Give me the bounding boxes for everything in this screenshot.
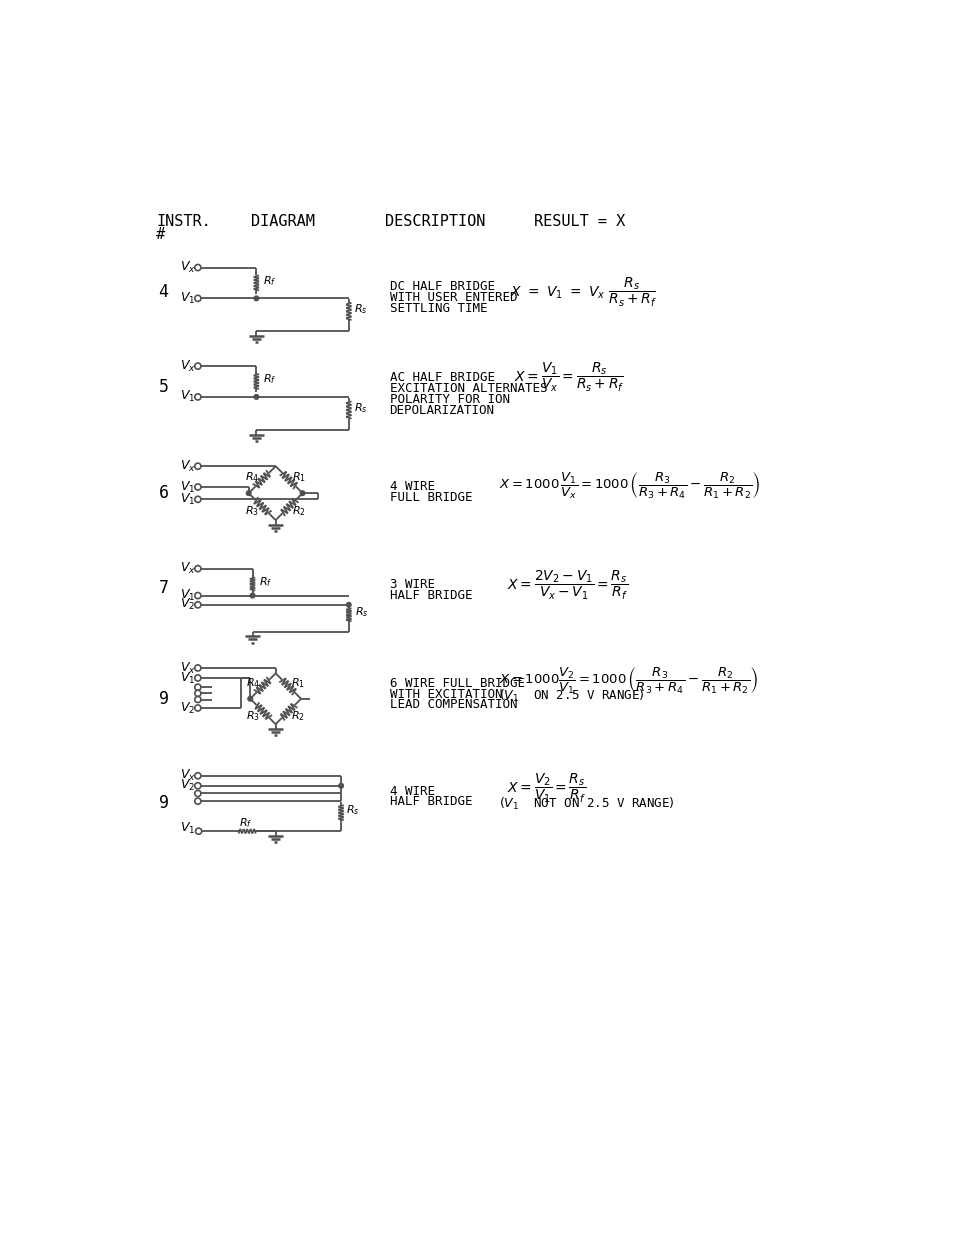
Text: $R_1$: $R_1$ xyxy=(291,676,305,690)
Text: $R_f$: $R_f$ xyxy=(262,372,275,387)
Circle shape xyxy=(346,603,351,608)
Text: #: # xyxy=(156,227,165,242)
Text: DC HALF BRIDGE: DC HALF BRIDGE xyxy=(389,280,494,293)
Circle shape xyxy=(194,705,201,711)
Text: $R_f$: $R_f$ xyxy=(238,816,252,830)
Text: $V_1$: $V_1$ xyxy=(180,290,195,306)
Text: 6 WIRE FULL BRIDGE: 6 WIRE FULL BRIDGE xyxy=(389,677,524,690)
Text: HALF BRIDGE: HALF BRIDGE xyxy=(389,795,472,809)
Text: $R_s$: $R_s$ xyxy=(354,303,368,316)
Circle shape xyxy=(253,296,258,300)
Text: 4 WIRE: 4 WIRE xyxy=(389,480,435,494)
Text: $R_s$: $R_s$ xyxy=(354,401,368,415)
Text: WITH USER ENTERED: WITH USER ENTERED xyxy=(389,291,517,304)
Text: $(V_1$  NOT ON 2.5 V RANGE$)$: $(V_1$ NOT ON 2.5 V RANGE$)$ xyxy=(498,797,674,813)
Circle shape xyxy=(194,674,201,680)
Circle shape xyxy=(194,773,201,779)
Text: DIAGRAM: DIAGRAM xyxy=(251,214,314,228)
Text: $X = 1000\,\dfrac{V_1}{V_x} = 1000\,\left(\dfrac{R_3}{R_3+R_4} - \dfrac{R_2}{R_1: $X = 1000\,\dfrac{V_1}{V_x} = 1000\,\lef… xyxy=(498,471,760,500)
Text: $V_x$: $V_x$ xyxy=(180,358,195,374)
Text: $R_4$: $R_4$ xyxy=(246,676,260,690)
Text: $X\ =\ V_1\ =\ V_x\ \dfrac{R_s}{R_s+R_f}$: $X\ =\ V_1\ =\ V_x\ \dfrac{R_s}{R_s+R_f}… xyxy=(510,275,657,309)
Text: 4 WIRE: 4 WIRE xyxy=(389,784,435,798)
Text: $R_3$: $R_3$ xyxy=(246,709,260,722)
Text: $R_f$: $R_f$ xyxy=(262,274,275,288)
Text: $V_1$: $V_1$ xyxy=(180,492,195,506)
Text: SETTLING TIME: SETTLING TIME xyxy=(389,301,487,315)
Circle shape xyxy=(253,395,258,399)
Text: $X = \dfrac{2V_2 - V_1}{V_x - V_1} = \dfrac{R_s}{R_f}$: $X = \dfrac{2V_2 - V_1}{V_x - V_1} = \df… xyxy=(506,569,627,603)
Text: POLARITY FOR ION: POLARITY FOR ION xyxy=(389,393,509,406)
Circle shape xyxy=(194,684,201,690)
Circle shape xyxy=(194,790,201,797)
Circle shape xyxy=(194,798,201,804)
Circle shape xyxy=(194,363,201,369)
Circle shape xyxy=(194,601,201,608)
Text: $(V_1$  ON 2.5 V RANGE$)$: $(V_1$ ON 2.5 V RANGE$)$ xyxy=(498,688,644,704)
Text: 9: 9 xyxy=(158,794,169,811)
Text: $V_x$: $V_x$ xyxy=(180,458,195,474)
Text: WITH EXCITATION: WITH EXCITATION xyxy=(389,688,501,700)
Text: $R_f$: $R_f$ xyxy=(258,574,272,589)
Text: $X = \dfrac{V_1}{V_x}$: $X = \dfrac{V_1}{V_x}$ xyxy=(514,361,559,394)
Circle shape xyxy=(194,264,201,270)
Text: $V_x$: $V_x$ xyxy=(180,261,195,275)
Text: $R_2$: $R_2$ xyxy=(292,504,306,519)
Circle shape xyxy=(194,697,201,703)
Text: $R_1$: $R_1$ xyxy=(292,469,306,484)
Circle shape xyxy=(194,783,201,789)
Text: FULL BRIDGE: FULL BRIDGE xyxy=(389,492,472,504)
Text: HALF BRIDGE: HALF BRIDGE xyxy=(389,589,472,603)
Text: $R_s$: $R_s$ xyxy=(355,605,368,620)
Text: $R_3$: $R_3$ xyxy=(245,504,259,519)
Circle shape xyxy=(195,829,201,835)
Text: $R_4$: $R_4$ xyxy=(245,469,259,484)
Text: 5: 5 xyxy=(158,378,169,396)
Circle shape xyxy=(194,593,201,599)
Text: RESULT = X: RESULT = X xyxy=(533,214,624,228)
Circle shape xyxy=(194,463,201,469)
Text: AC HALF BRIDGE: AC HALF BRIDGE xyxy=(389,372,494,384)
Text: EXCITATION ALTERNATES: EXCITATION ALTERNATES xyxy=(389,382,546,395)
Text: $= \dfrac{R_s}{R_s+R_f}$: $= \dfrac{R_s}{R_s+R_f}$ xyxy=(558,361,624,394)
Text: 7: 7 xyxy=(158,579,169,597)
Text: 3 WIRE: 3 WIRE xyxy=(389,578,435,592)
Text: $X = \dfrac{V_2}{V_1} = \dfrac{R_s}{R_f}$: $X = \dfrac{V_2}{V_1} = \dfrac{R_s}{R_f}… xyxy=(506,772,585,805)
Text: $V_1$: $V_1$ xyxy=(180,820,195,836)
Text: $V_1$: $V_1$ xyxy=(180,479,195,494)
Text: 9: 9 xyxy=(158,690,169,708)
Text: $R_2$: $R_2$ xyxy=(291,709,305,722)
Text: LEAD COMPENSATION: LEAD COMPENSATION xyxy=(389,699,517,711)
Circle shape xyxy=(194,566,201,572)
Text: 6: 6 xyxy=(158,484,169,503)
Text: $V_x$: $V_x$ xyxy=(180,661,195,676)
Text: $V_1$: $V_1$ xyxy=(180,671,195,685)
Text: 4: 4 xyxy=(158,283,169,301)
Circle shape xyxy=(194,295,201,301)
Circle shape xyxy=(250,593,254,598)
Text: $V_1$: $V_1$ xyxy=(180,588,195,603)
Text: $R_s$: $R_s$ xyxy=(346,804,359,818)
Text: $V_2$: $V_2$ xyxy=(180,778,195,793)
Text: $V_1$: $V_1$ xyxy=(180,389,195,404)
Circle shape xyxy=(248,697,253,701)
Circle shape xyxy=(194,690,201,697)
Text: INSTR.: INSTR. xyxy=(156,214,211,228)
Circle shape xyxy=(300,490,305,495)
Text: DEPOLARIZATION: DEPOLARIZATION xyxy=(389,404,494,416)
Text: $V_x$: $V_x$ xyxy=(180,768,195,783)
Circle shape xyxy=(338,783,343,788)
Circle shape xyxy=(194,394,201,400)
Text: DESCRIPTION: DESCRIPTION xyxy=(385,214,485,228)
Text: $V_2$: $V_2$ xyxy=(180,598,195,613)
Circle shape xyxy=(246,490,251,495)
Circle shape xyxy=(194,496,201,503)
Circle shape xyxy=(194,664,201,671)
Text: $V_x$: $V_x$ xyxy=(180,561,195,577)
Circle shape xyxy=(194,484,201,490)
Text: $V_2$: $V_2$ xyxy=(180,700,195,715)
Text: $X = 1000\dfrac{V_2}{V_1} = 1000\,\left(\dfrac{R_3}{R_3+R_4} - \dfrac{R_2}{R_1+R: $X = 1000\dfrac{V_2}{V_1} = 1000\,\left(… xyxy=(498,666,758,697)
